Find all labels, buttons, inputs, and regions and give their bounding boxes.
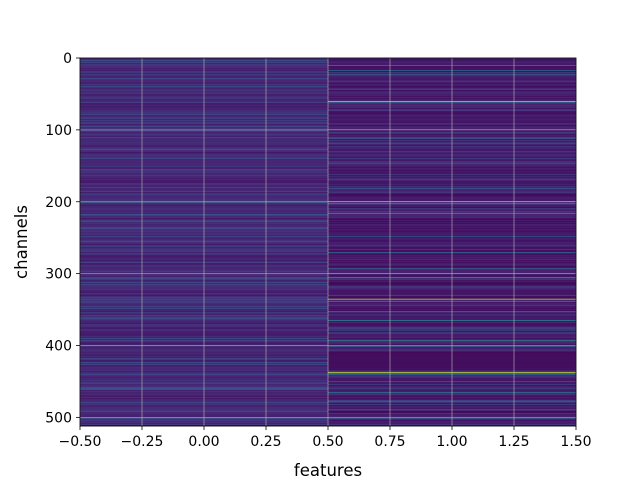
y-tick-label: 400 [45, 339, 72, 355]
x-tick-label: 0.75 [374, 434, 405, 450]
x-tick-label: 1.50 [560, 434, 591, 450]
x-tick-label: 0.25 [250, 434, 281, 450]
y-tick-label: 100 [45, 123, 72, 139]
x-tick-label: −0.50 [59, 434, 102, 450]
y-axis: 0 100 200 300 400 500 [45, 51, 80, 426]
y-axis-label: channels [12, 205, 31, 279]
y-tick-label: 0 [63, 51, 72, 67]
x-axis: −0.50 −0.25 0.00 0.25 0.50 0.75 1.00 1.25 1.50 [59, 426, 592, 450]
y-tick-label: 500 [45, 410, 72, 426]
x-tick-label: 0.50 [312, 434, 343, 450]
y-tick-label: 200 [45, 195, 72, 211]
x-tick-label: 1.25 [498, 434, 529, 450]
y-tick-label: 300 [45, 267, 72, 283]
x-tick-label: −0.25 [121, 434, 164, 450]
x-tick-label: 0.00 [188, 434, 219, 450]
x-axis-label: features [294, 461, 362, 480]
x-tick-label: 1.00 [436, 434, 467, 450]
